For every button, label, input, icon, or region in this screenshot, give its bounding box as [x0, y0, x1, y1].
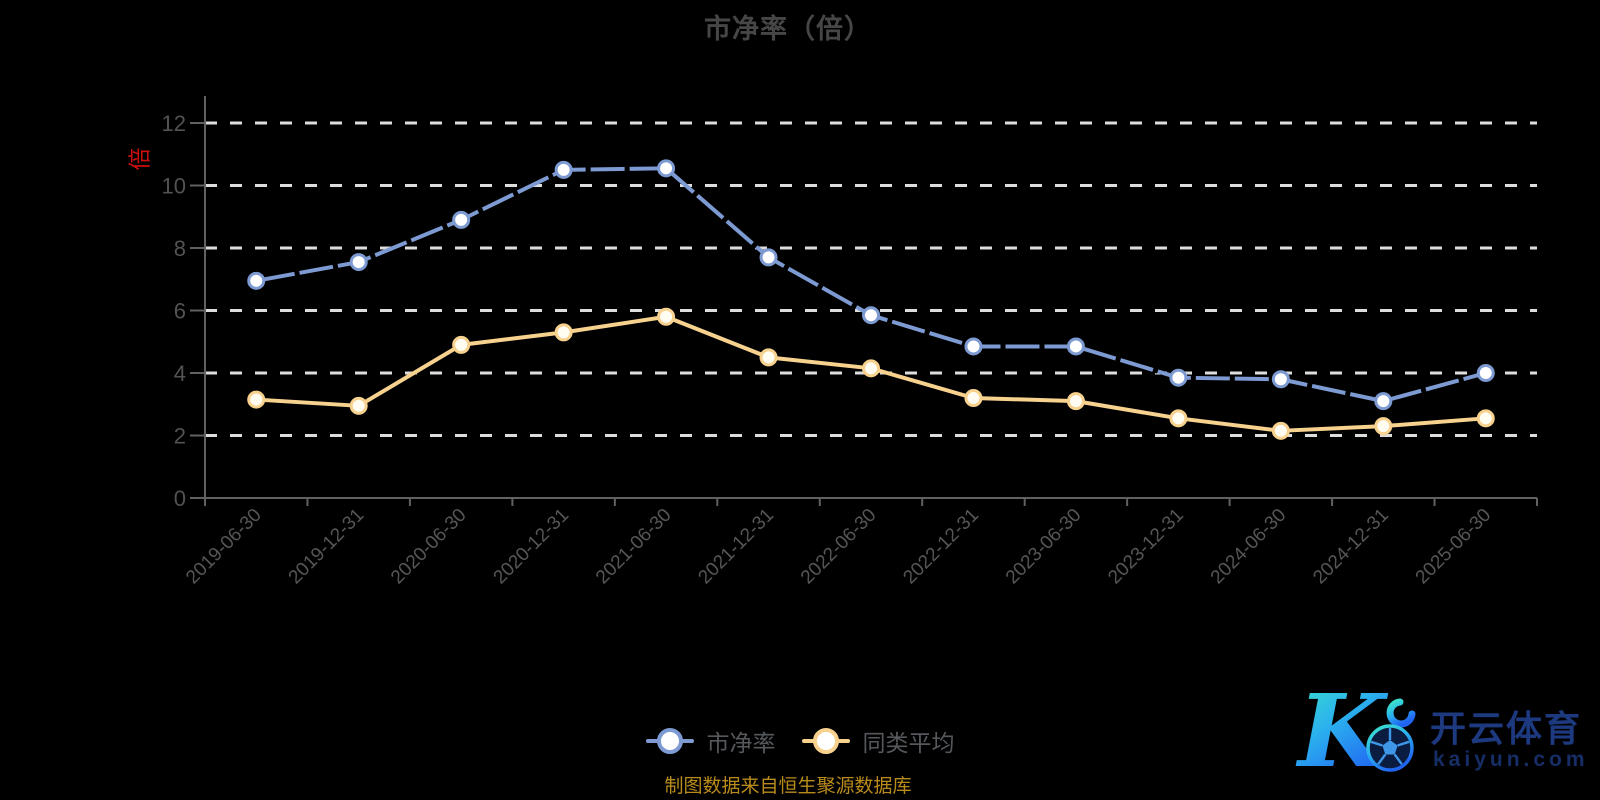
series-市净率 — [247, 159, 1495, 411]
y-axis-tick-label: 6 — [174, 299, 186, 324]
legend-item-average[interactable]: 同类平均 — [801, 724, 955, 758]
x-axis-tick-label: 2022-06-30 — [797, 505, 881, 589]
data-point-marker — [1476, 409, 1495, 428]
x-axis-tick-label: 2023-12-31 — [1104, 505, 1188, 589]
chart-legend: 市净率 同类平均 — [0, 724, 1600, 758]
average-series-marker-icon — [801, 728, 850, 754]
x-axis-tick-label: 2021-06-30 — [592, 505, 676, 589]
x-axis-tick-label: 2024-06-30 — [1207, 505, 1291, 589]
data-source-note: 制图数据来自恒生聚源数据库 — [664, 776, 912, 797]
legend-label-average: 同类平均 — [862, 730, 955, 756]
data-point-marker — [554, 323, 573, 342]
x-axis-tick-label: 2025-06-30 — [1412, 505, 1496, 589]
series-同类平均 — [247, 307, 1495, 440]
y-axis-tick-label: 2 — [174, 424, 186, 449]
data-point-marker — [862, 359, 880, 378]
data-point-marker — [657, 159, 676, 178]
data-point-marker — [247, 271, 266, 290]
kaiyun-brand-text: 开云体育 — [1430, 708, 1583, 749]
data-point-marker — [1169, 409, 1188, 428]
kaiyun-watermark[interactable]: K 开云体育 kaiyun.com — [1294, 674, 1594, 786]
data-point-marker — [452, 210, 471, 229]
x-axis-tick-label: 2020-06-30 — [387, 505, 471, 589]
kaiyun-domain-text: kaiyun.com — [1433, 748, 1589, 771]
y-axis-tick-label: 0 — [174, 486, 186, 511]
x-axis-tick-label: 2021-12-31 — [694, 505, 778, 589]
y-axis-tick-label: 12 — [162, 111, 186, 136]
data-point-marker — [1374, 392, 1393, 411]
x-axis-tick-label: 2020-12-31 — [490, 505, 574, 589]
x-axis-tick-label: 2019-12-31 — [285, 505, 369, 589]
legend-item-pb[interactable]: 市净率 — [645, 724, 776, 758]
data-point-marker — [1374, 417, 1393, 436]
data-point-marker — [247, 390, 266, 409]
chart-title: 市净率（倍） — [704, 14, 872, 44]
y-axis-tick-label: 10 — [162, 174, 186, 199]
data-point-marker — [554, 160, 573, 179]
pb-series-marker-icon — [645, 728, 694, 754]
data-point-marker — [1476, 364, 1495, 382]
x-axis-tick-label: 2024-12-31 — [1309, 505, 1393, 589]
gridlines — [205, 121, 1537, 437]
y-axis-tick-label: 4 — [174, 361, 186, 386]
kaiyun-logo-icon: K — [1295, 674, 1416, 782]
data-point-marker — [349, 396, 368, 415]
x-axis-tick-label: 2023-06-30 — [1002, 505, 1086, 589]
data-point-marker — [657, 307, 676, 326]
data-point-marker — [964, 337, 983, 356]
data-point-marker — [759, 248, 778, 267]
x-axis-tick-label: 2022-12-31 — [899, 505, 983, 589]
data-point-marker — [1271, 421, 1290, 440]
y-axis-tick-label: 8 — [174, 236, 186, 261]
legend-label-pb: 市净率 — [706, 730, 776, 756]
x-axis-tick-label: 2019-06-30 — [182, 505, 266, 589]
data-point-marker — [349, 253, 368, 272]
data-point-marker — [1271, 370, 1290, 389]
data-point-marker — [1066, 337, 1085, 356]
data-point-marker — [452, 335, 471, 354]
data-point-marker — [964, 389, 983, 407]
data-point-marker — [1066, 392, 1085, 411]
data-point-marker — [759, 348, 778, 367]
data-point-marker — [1169, 368, 1188, 387]
data-point-marker — [862, 306, 880, 325]
